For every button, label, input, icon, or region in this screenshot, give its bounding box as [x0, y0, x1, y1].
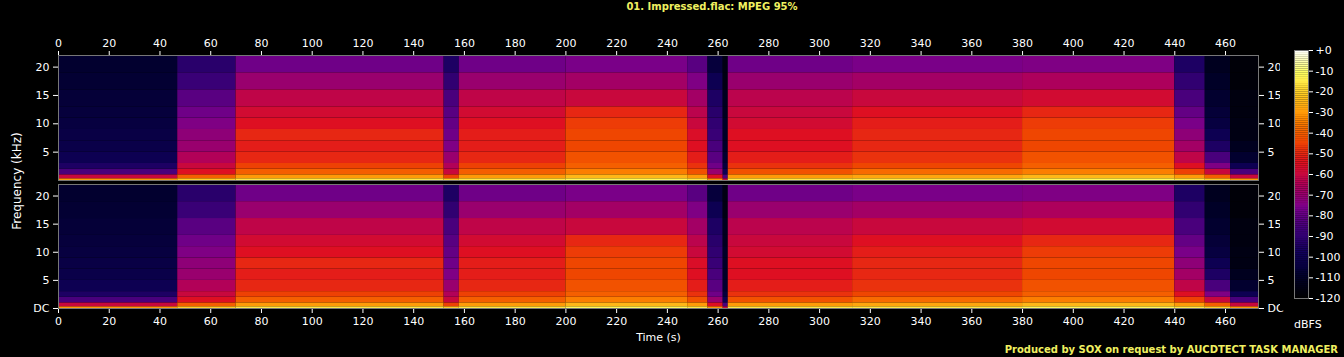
svg-text:320: 320: [860, 315, 881, 328]
svg-text:60: 60: [204, 37, 218, 50]
svg-text:420: 420: [1114, 315, 1135, 328]
svg-text:0: 0: [55, 315, 62, 328]
svg-text:0: 0: [55, 37, 62, 50]
svg-text:10: 10: [1267, 117, 1282, 131]
html-text:Frequency (kHz): Frequency (kHz): [10, 132, 24, 230]
svg-text:15: 15: [36, 89, 50, 102]
svg-text:-120: -120: [1316, 292, 1341, 305]
svg-text:140: 140: [403, 315, 424, 328]
svg-text:200: 200: [555, 315, 576, 328]
svg-text:-40: -40: [1316, 127, 1334, 140]
svg-text:-60: -60: [1316, 168, 1334, 181]
svg-text:5: 5: [43, 274, 50, 287]
svg-text:280: 280: [758, 315, 779, 328]
svg-text:5: 5: [1268, 146, 1275, 159]
svg-text:20: 20: [36, 61, 50, 74]
svg-text:460: 460: [1215, 37, 1236, 50]
svg-text:360: 360: [961, 315, 982, 328]
svg-text:380: 380: [1012, 315, 1033, 328]
svg-text:20: 20: [1267, 60, 1282, 74]
svg-text:120: 120: [352, 315, 373, 328]
svg-text:200: 200: [555, 37, 576, 50]
svg-text:20: 20: [102, 37, 116, 50]
svg-text:10: 10: [1267, 245, 1282, 259]
svg-text:440: 440: [1164, 315, 1185, 328]
svg-text:-100: -100: [1316, 251, 1341, 264]
svg-text:220: 220: [606, 37, 627, 50]
svg-text:240: 240: [657, 37, 678, 50]
svg-text:Time (s): Time (s): [635, 331, 681, 344]
svg-text:20: 20: [102, 315, 116, 328]
svg-text:80: 80: [254, 315, 268, 328]
svg-text:15: 15: [1267, 217, 1282, 231]
svg-text:120: 120: [352, 37, 373, 50]
svg-text:10: 10: [36, 246, 50, 259]
svg-text:20: 20: [1267, 189, 1282, 203]
svg-text:15: 15: [36, 218, 50, 231]
svg-text:10: 10: [36, 117, 50, 130]
svg-text:160: 160: [454, 315, 475, 328]
svg-text:20: 20: [36, 190, 50, 203]
svg-text:420: 420: [1114, 37, 1135, 50]
svg-text:40: 40: [153, 315, 167, 328]
svg-text:180: 180: [505, 37, 526, 50]
svg-text:160: 160: [454, 37, 475, 50]
svg-text:240: 240: [657, 315, 678, 328]
svg-text:-80: -80: [1316, 209, 1334, 222]
svg-text:400: 400: [1063, 315, 1084, 328]
svg-text:260: 260: [708, 315, 729, 328]
svg-text:460: 460: [1215, 315, 1236, 328]
svg-text:5: 5: [1268, 274, 1275, 287]
svg-text:320: 320: [860, 37, 881, 50]
html-text:Produced by SOX on request by: Produced by SOX on request by AUCDTECT T…: [1004, 344, 1338, 355]
svg-text:5: 5: [43, 146, 50, 159]
svg-text:140: 140: [403, 37, 424, 50]
svg-text:220: 220: [606, 315, 627, 328]
svg-text:DC: DC: [33, 302, 49, 315]
svg-text:-90: -90: [1316, 230, 1334, 243]
svg-text:340: 340: [911, 37, 932, 50]
svg-text:-70: -70: [1316, 189, 1334, 202]
svg-text:180: 180: [505, 315, 526, 328]
svg-text:-30: -30: [1316, 106, 1334, 119]
svg-text:-110: -110: [1316, 271, 1341, 284]
svg-text:-50: -50: [1316, 147, 1334, 160]
svg-text:-10: -10: [1316, 65, 1334, 78]
svg-text:440: 440: [1164, 37, 1185, 50]
svg-text:400: 400: [1063, 37, 1084, 50]
svg-text:40: 40: [153, 37, 167, 50]
svg-text:380: 380: [1012, 37, 1033, 50]
svg-text:280: 280: [758, 37, 779, 50]
svg-text:60: 60: [204, 315, 218, 328]
svg-text:260: 260: [708, 37, 729, 50]
svg-text:300: 300: [809, 315, 830, 328]
html-text:01. Impressed.flac: MPEG 95%: 01. Impressed.flac: MPEG 95%: [626, 1, 798, 12]
svg-text:100: 100: [302, 37, 323, 50]
svg-text:15: 15: [1267, 89, 1282, 102]
svg-text:80: 80: [254, 37, 268, 50]
svg-text:+0: +0: [1316, 44, 1332, 57]
svg-text:-20: -20: [1316, 85, 1334, 98]
svg-text:100: 100: [302, 315, 323, 328]
svg-text:300: 300: [809, 37, 830, 50]
svg-text:340: 340: [911, 315, 932, 328]
html-text:dBFS: dBFS: [1294, 318, 1322, 331]
svg-text:DC: DC: [1267, 302, 1284, 315]
svg-text:360: 360: [961, 37, 982, 50]
